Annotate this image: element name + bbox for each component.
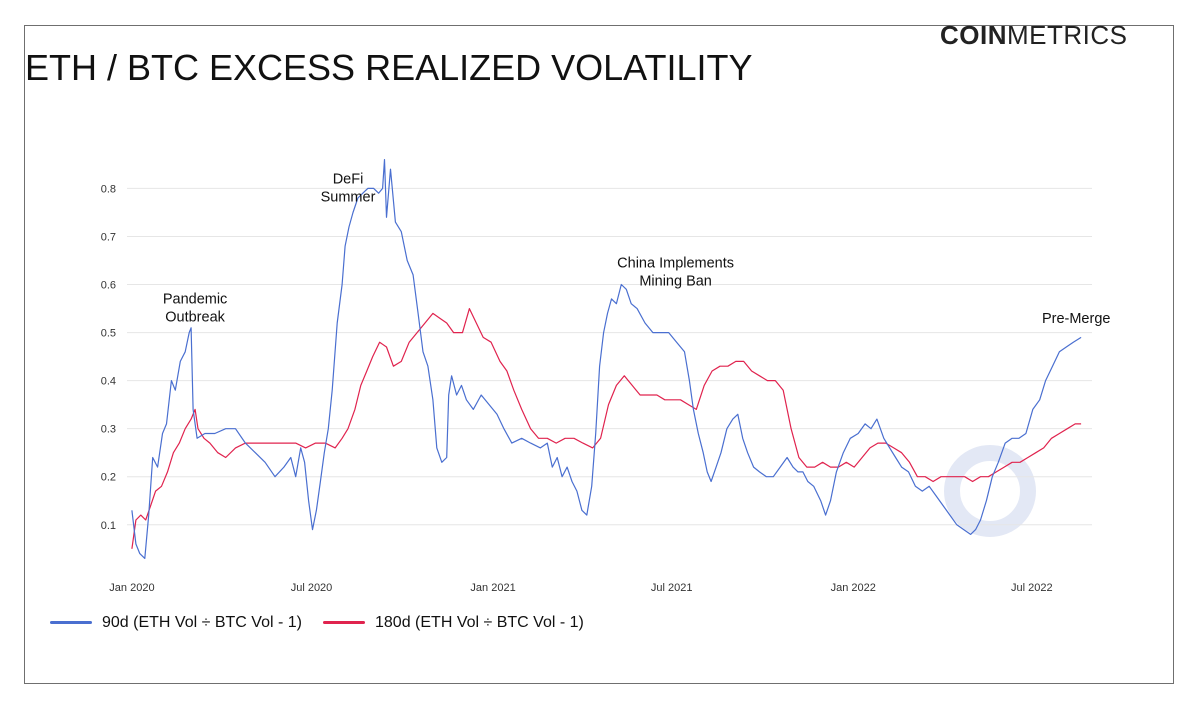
x-tick-label: Jan 2020 bbox=[109, 582, 154, 594]
x-tick-label: Jan 2022 bbox=[831, 582, 876, 594]
x-axis-ticks: Jan 2020 Jul 2020 Jan 2021 Jul 2021 Jan 2022… bbox=[109, 582, 1052, 594]
legend-item-180d: 180d (ETH Vol ÷ BTC Vol - 1) bbox=[323, 614, 584, 632]
y-tick-label: 0.3 bbox=[101, 424, 116, 436]
logo-bold-text: COIN bbox=[940, 20, 1007, 50]
series-line-180d bbox=[131, 308, 1082, 549]
chart-title: ETH / BTC EXCESS REALIZED VOLATILITY bbox=[25, 47, 753, 88]
logo-light-text: METRICS bbox=[1007, 20, 1128, 50]
legend-swatch-180d bbox=[323, 621, 365, 625]
y-tick-label: 0.8 bbox=[101, 183, 116, 195]
y-tick-label: 0.1 bbox=[101, 520, 116, 532]
coinmetrics-watermark bbox=[944, 445, 1036, 537]
y-tick-label: 0.7 bbox=[101, 231, 116, 243]
annotation-label: Pandemic bbox=[163, 292, 227, 308]
annotation-label: Outbreak bbox=[165, 310, 225, 326]
y-tick-label: 0.2 bbox=[101, 472, 116, 484]
y-tick-label: 0.4 bbox=[101, 376, 116, 388]
annotation-label: DeFi bbox=[333, 172, 364, 188]
watermark-ring bbox=[944, 445, 1036, 537]
x-tick-label: Jan 2021 bbox=[470, 582, 515, 594]
chart-gridlines bbox=[127, 187, 1092, 526]
legend-swatch-90d bbox=[50, 621, 92, 625]
legend-item-90d: 90d (ETH Vol ÷ BTC Vol - 1) bbox=[50, 614, 302, 632]
chart-frame: ETH / BTC EXCESS REALIZED VOLATILITY bbox=[24, 25, 1174, 684]
coinmetrics-logo: COINMETRICS bbox=[940, 20, 1128, 51]
annotation-label: China Implements bbox=[617, 256, 734, 272]
annotation-label: Pre-Merge bbox=[1042, 311, 1111, 327]
y-tick-label: 0.6 bbox=[101, 280, 116, 292]
legend-label-180d: 180d (ETH Vol ÷ BTC Vol - 1) bbox=[375, 614, 584, 631]
y-axis-ticks: 0.1 0.2 0.3 0.4 0.5 0.6 0.7 0.8 bbox=[101, 183, 116, 531]
chart-annotations: Pandemic Outbreak DeFi Summer China Implemen… bbox=[163, 172, 1111, 327]
series-line-90d bbox=[131, 159, 1082, 559]
chart-series bbox=[131, 159, 1082, 559]
annotation-label: Summer bbox=[321, 190, 376, 206]
x-tick-label: Jul 2022 bbox=[1011, 582, 1053, 594]
x-tick-label: Jul 2020 bbox=[291, 582, 333, 594]
y-tick-label: 0.5 bbox=[101, 328, 116, 340]
legend-label-90d: 90d (ETH Vol ÷ BTC Vol - 1) bbox=[102, 614, 302, 631]
annotation-label: Mining Ban bbox=[639, 274, 712, 290]
x-tick-label: Jul 2021 bbox=[651, 582, 693, 594]
